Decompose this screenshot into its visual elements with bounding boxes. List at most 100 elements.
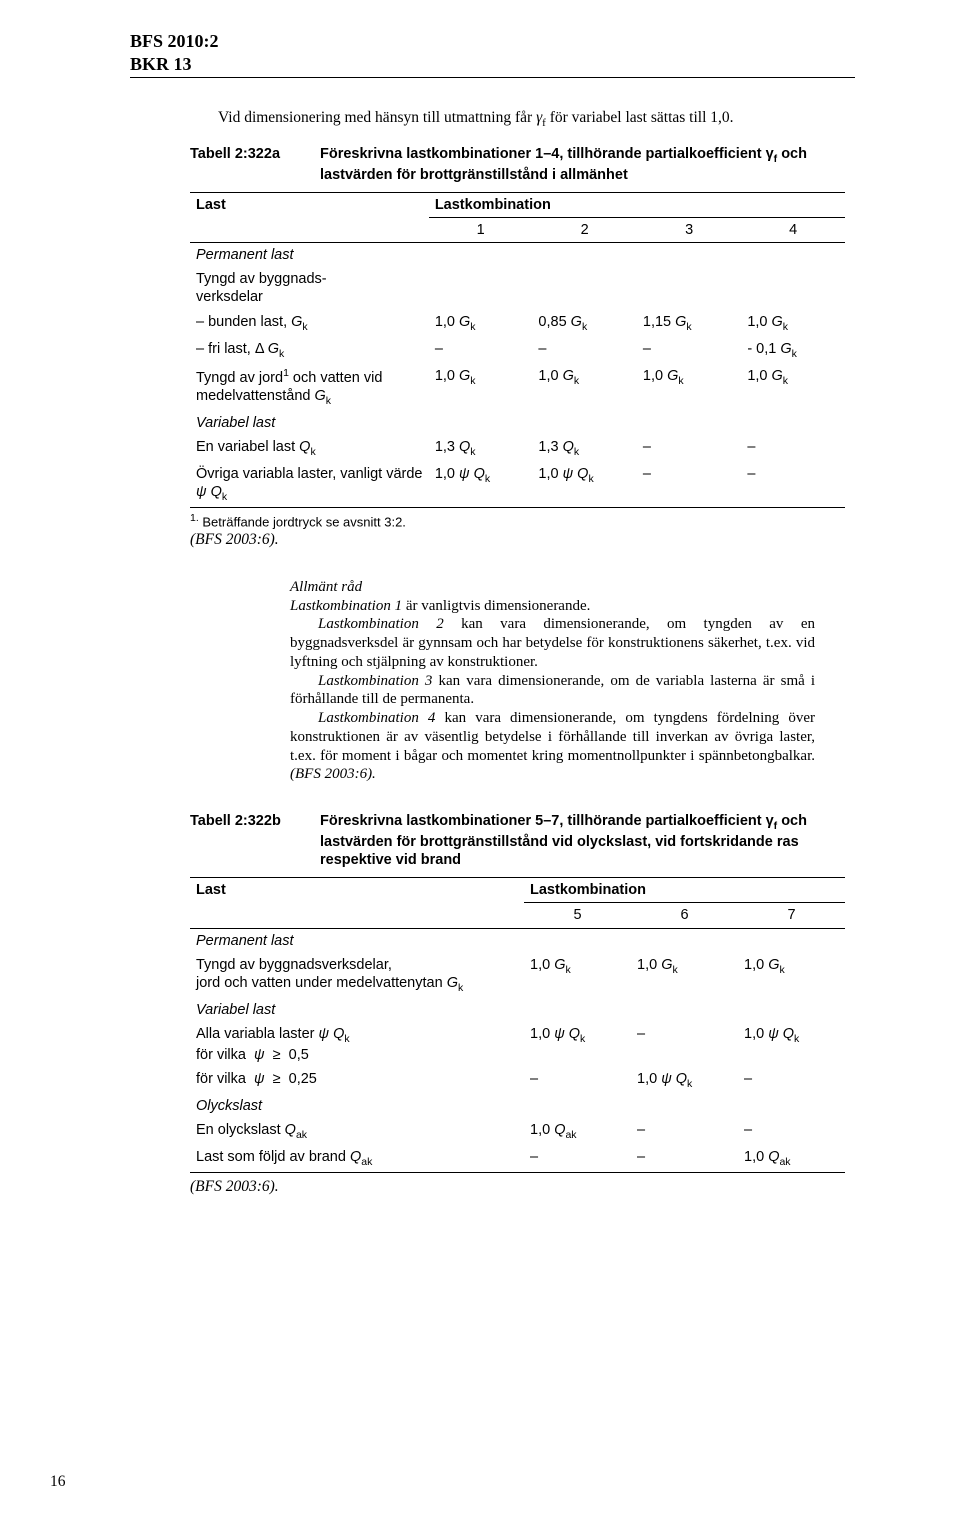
- table-a-col-comb: Lastkombination: [429, 192, 845, 217]
- row-label: Variabel last: [190, 998, 524, 1022]
- row-label: Tyngd av byggnadsverksdelar,jord och vat…: [190, 953, 524, 998]
- cell: 0,85 Gk: [532, 310, 636, 337]
- cell: 1,0 ψ Qk: [532, 462, 636, 508]
- table-row: Tyngd av jord1 och vatten vid medelvatte…: [190, 364, 845, 411]
- cell: 1,0 Qak: [738, 1145, 845, 1173]
- cell: 1,0 Gk: [631, 953, 738, 998]
- row-label: Variabel last: [190, 411, 429, 435]
- table-b-caption: Tabell 2:322b Föreskrivna lastkombinatio…: [190, 812, 845, 869]
- table-b-col-last: Last: [190, 878, 524, 903]
- table-row: Permanent last: [190, 928, 845, 953]
- table-row: Olyckslast: [190, 1094, 845, 1118]
- page-number: 16: [50, 1472, 66, 1491]
- cell: [741, 243, 845, 268]
- table-b-col-5: 5: [524, 903, 631, 928]
- table-a-col-2: 2: [532, 218, 636, 243]
- cell: 1,0 Gk: [429, 310, 533, 337]
- cell: 1,0 Gk: [429, 364, 533, 411]
- cell: –: [524, 1145, 631, 1173]
- cell: [631, 928, 738, 953]
- cell: 1,0 Qak: [524, 1118, 631, 1145]
- cell: –: [738, 1067, 845, 1094]
- advice-p3: Lastkombination 3 kan vara dimensioneran…: [290, 672, 815, 710]
- table-b-col-6: 6: [631, 903, 738, 928]
- row-label: Tyngd av jord1 och vatten vid medelvatte…: [190, 364, 429, 411]
- table-b-col-7: 7: [738, 903, 845, 928]
- cell: 1,0 ψ Qk: [631, 1067, 738, 1094]
- cell: [429, 267, 533, 309]
- cell: - 0,1 Gk: [741, 337, 845, 364]
- advice-p4: Lastkombination 4 kan vara dimensioneran…: [290, 709, 815, 784]
- cell: [738, 928, 845, 953]
- table-a: Last Lastkombination 1 2 3 4 Permanent l…: [190, 192, 845, 508]
- advice-block: Allmänt råd Lastkombination 1 är vanligt…: [290, 578, 815, 784]
- cell: 1,0 ψ Qk: [429, 462, 533, 508]
- cell: [741, 267, 845, 309]
- table-b-desc: Föreskrivna lastkombinationer 5–7, tillh…: [320, 812, 845, 869]
- advice-heading: Allmänt råd: [290, 578, 815, 597]
- cell: [741, 411, 845, 435]
- row-label: Övriga variabla laster, vanligt värde ψ …: [190, 462, 429, 508]
- table-a-desc: Föreskrivna lastkombinationer 1–4, tillh…: [320, 145, 845, 184]
- cell: –: [532, 337, 636, 364]
- table-row: Övriga variabla laster, vanligt värde ψ …: [190, 462, 845, 508]
- cell: –: [637, 337, 741, 364]
- advice-p2: Lastkombination 2 kan vara dimensioneran…: [290, 615, 815, 671]
- row-label: – bunden last, Gk: [190, 310, 429, 337]
- table-a-col-3: 3: [637, 218, 741, 243]
- cell: 1,0 Gk: [741, 364, 845, 411]
- cell: 1,0 Gk: [637, 364, 741, 411]
- row-label: Permanent last: [190, 243, 429, 268]
- cell: [738, 998, 845, 1022]
- cell: –: [631, 1145, 738, 1173]
- table-a-label: Tabell 2:322a: [190, 145, 320, 184]
- table-b: Last Lastkombination 5 6 7 Permanent las…: [190, 877, 845, 1173]
- cell: 1,0 Gk: [738, 953, 845, 998]
- header-line2: BKR 13: [130, 53, 855, 76]
- cell: [631, 998, 738, 1022]
- table-row: En variabel last Qk1,3 Qk1,3 Qk––: [190, 435, 845, 462]
- table-a-col-1: 1: [429, 218, 533, 243]
- cell: 1,3 Qk: [532, 435, 636, 462]
- row-label: Alla variabla laster ψ Qkför vilka ψ ≥ 0…: [190, 1022, 524, 1067]
- row-label: Last som följd av brand Qak: [190, 1145, 524, 1173]
- row-label: Tyngd av byggnads- verksdelar: [190, 267, 429, 309]
- table-a-caption: Tabell 2:322a Föreskrivna lastkombinatio…: [190, 145, 845, 184]
- cell: –: [524, 1067, 631, 1094]
- cell: [637, 267, 741, 309]
- cell: [429, 243, 533, 268]
- cell: –: [631, 1022, 738, 1067]
- cell: [631, 1094, 738, 1118]
- table-b-post-ref: (BFS 2003:6).: [190, 1177, 845, 1196]
- row-label: En olyckslast Qak: [190, 1118, 524, 1145]
- table-b-col-comb: Lastkombination: [524, 878, 845, 903]
- cell: –: [637, 462, 741, 508]
- intro-paragraph: Vid dimensionering med hänsyn till utmat…: [190, 108, 845, 131]
- row-label: – fri last, Δ Gk: [190, 337, 429, 364]
- cell: [524, 1094, 631, 1118]
- intro-text-b: för variabel last sättas till 1,0.: [546, 109, 734, 126]
- cell: [532, 411, 636, 435]
- table-row: för vilka ψ ≥ 0,25–1,0 ψ Qk–: [190, 1067, 845, 1094]
- cell: [524, 998, 631, 1022]
- table-a-col-last: Last: [190, 192, 429, 217]
- cell: 1,0 Gk: [532, 364, 636, 411]
- table-row: Tyngd av byggnads- verksdelar: [190, 267, 845, 309]
- cell: [429, 411, 533, 435]
- table-a-footnote: 1. Beträffande jordtryck se avsnitt 3:2.: [190, 512, 845, 531]
- advice-p1: Lastkombination 1 är vanligtvis dimensio…: [290, 597, 815, 616]
- cell: –: [741, 462, 845, 508]
- cell: 1,0 Gk: [524, 953, 631, 998]
- table-b-label: Tabell 2:322b: [190, 812, 320, 869]
- cell: 1,3 Qk: [429, 435, 533, 462]
- cell: –: [741, 435, 845, 462]
- row-label: En variabel last Qk: [190, 435, 429, 462]
- table-a-col-4: 4: [741, 218, 845, 243]
- cell: [637, 243, 741, 268]
- intro-text-a: Vid dimensionering med hänsyn till utmat…: [218, 109, 536, 126]
- table-row: – bunden last, Gk1,0 Gk0,85 Gk1,15 Gk1,0…: [190, 310, 845, 337]
- table-row: Tyngd av byggnadsverksdelar,jord och vat…: [190, 953, 845, 998]
- cell: –: [429, 337, 533, 364]
- table-a-post-ref: (BFS 2003:6).: [190, 530, 845, 549]
- table-row: En olyckslast Qak1,0 Qak––: [190, 1118, 845, 1145]
